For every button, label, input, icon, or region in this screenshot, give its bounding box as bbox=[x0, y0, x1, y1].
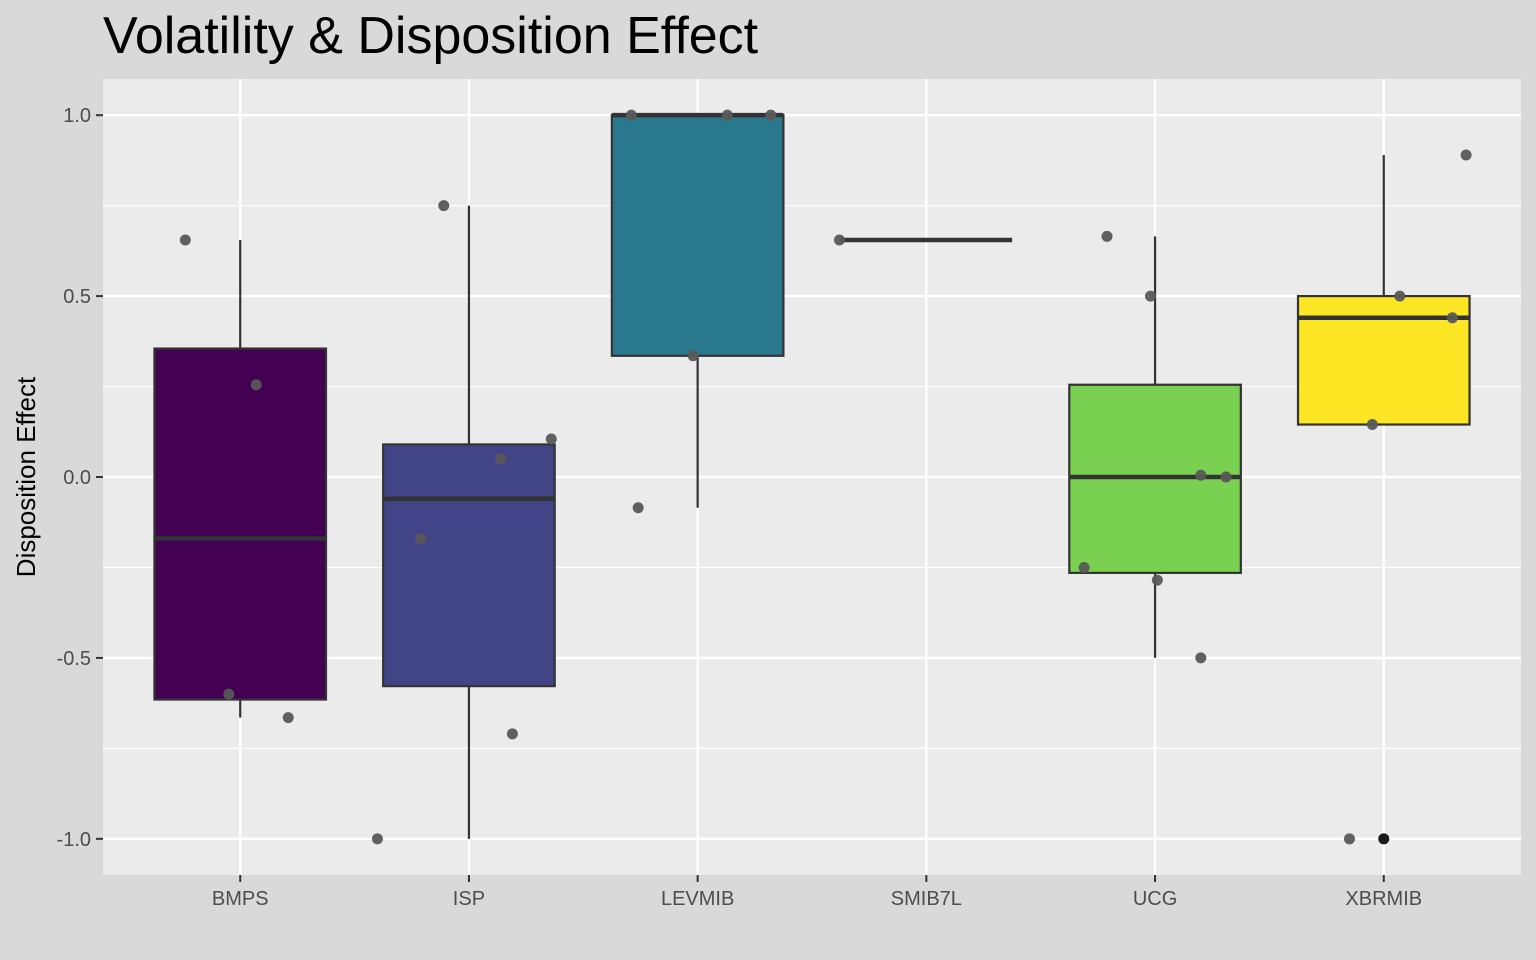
data-point bbox=[438, 200, 450, 212]
data-point bbox=[250, 379, 262, 391]
data-point bbox=[1343, 833, 1355, 845]
data-point bbox=[687, 350, 699, 362]
data-point bbox=[1101, 230, 1113, 242]
box-layer bbox=[153, 112, 1471, 845]
data-point bbox=[506, 728, 518, 740]
data-point bbox=[1144, 290, 1156, 302]
data-point bbox=[1460, 149, 1472, 161]
box-ucg bbox=[1068, 236, 1242, 658]
x-tick-label: LEVMIB bbox=[661, 888, 734, 910]
y-tick-label: -0.5 bbox=[57, 648, 91, 670]
data-point bbox=[1394, 290, 1406, 302]
data-point bbox=[1220, 471, 1232, 483]
box-body bbox=[610, 114, 785, 357]
x-tick-label: XBRMIB bbox=[1345, 888, 1422, 910]
data-point bbox=[1078, 561, 1090, 573]
data-point bbox=[765, 109, 777, 121]
data-point bbox=[415, 533, 427, 545]
data-point bbox=[282, 712, 294, 724]
y-tick-label: 0.5 bbox=[63, 286, 91, 308]
points-layer bbox=[179, 109, 1472, 845]
data-point bbox=[223, 688, 235, 700]
x-tick-label: SMIB7L bbox=[891, 888, 962, 910]
chart-title: Volatility & Disposition Effect bbox=[103, 7, 759, 65]
y-tick-label: 0.0 bbox=[63, 467, 91, 489]
box-xbrmib bbox=[1296, 154, 1471, 845]
y-axis-title: Disposition Effect bbox=[11, 376, 41, 577]
data-point bbox=[1151, 574, 1163, 586]
x-tick-label: UCG bbox=[1133, 888, 1177, 910]
data-point bbox=[1446, 312, 1458, 324]
box-body bbox=[153, 347, 328, 701]
box-body bbox=[1296, 294, 1471, 426]
data-point bbox=[632, 502, 644, 514]
y-axis: -1.0 -0.5 0.0 0.5 1.0 bbox=[57, 105, 103, 851]
data-point bbox=[545, 433, 557, 445]
x-tick-label: ISP bbox=[453, 888, 485, 910]
data-point bbox=[1195, 652, 1207, 664]
box-isp bbox=[382, 205, 556, 839]
box-body bbox=[382, 443, 556, 688]
data-point bbox=[1195, 469, 1207, 481]
data-point bbox=[495, 453, 507, 465]
x-tick-label: BMPS bbox=[212, 888, 269, 910]
data-point bbox=[721, 109, 733, 121]
data-point bbox=[833, 234, 845, 246]
y-tick-label: -1.0 bbox=[57, 829, 91, 851]
y-tick-label: 1.0 bbox=[63, 105, 91, 127]
x-axis: BMPS ISP LEVMIB SMIB7L UCG XBRMIB bbox=[212, 875, 1422, 910]
data-point bbox=[1366, 419, 1378, 431]
data-point bbox=[371, 833, 383, 845]
outlier-point bbox=[1378, 833, 1390, 845]
data-point bbox=[179, 234, 191, 246]
data-point bbox=[625, 109, 637, 121]
box-bmps bbox=[153, 240, 328, 718]
